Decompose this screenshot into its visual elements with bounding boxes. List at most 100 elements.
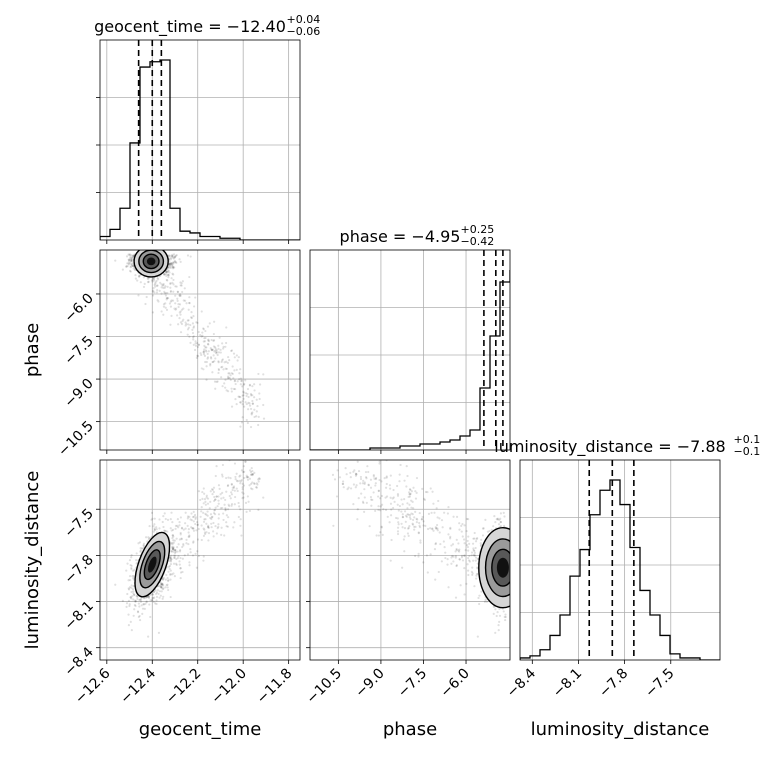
scatter-point	[204, 518, 207, 521]
scatter-point	[396, 532, 400, 536]
scatter-point	[193, 348, 197, 352]
scatter-point	[335, 495, 339, 498]
scatter-point	[169, 257, 173, 260]
scatter-point	[236, 380, 239, 383]
scatter-point	[359, 482, 362, 485]
scatter-point	[504, 615, 507, 619]
scatter-point	[170, 554, 173, 557]
scatter-point	[251, 402, 254, 405]
scatter-point	[217, 499, 220, 502]
scatter-point	[377, 505, 380, 508]
scatter-point	[196, 321, 199, 325]
tick-label-y-luminosity_distance: −8.4	[61, 644, 96, 679]
scatter-point	[217, 484, 221, 487]
scatter-point	[168, 255, 171, 258]
scatter-point	[242, 470, 245, 474]
scatter-point	[205, 365, 208, 368]
scatter-point	[230, 482, 233, 486]
scatter-point	[178, 294, 181, 298]
scatter-point	[368, 525, 371, 528]
scatter-point	[162, 525, 165, 529]
scatter-point	[216, 380, 219, 383]
scatter-point	[172, 535, 175, 538]
scatter-point	[128, 604, 131, 608]
scatter-point	[151, 290, 155, 293]
xlabel-geocent_time: geocent_time	[139, 719, 262, 740]
scatter-point	[213, 508, 217, 512]
scatter-point	[194, 522, 197, 526]
scatter-point	[259, 456, 261, 458]
scatter-point	[255, 486, 258, 489]
scatter-point	[132, 574, 135, 578]
scatter-point	[363, 488, 366, 491]
scatter-point	[204, 500, 207, 503]
scatter-point	[131, 588, 135, 591]
scatter-point	[403, 498, 406, 501]
scatter-point	[184, 527, 187, 530]
scatter-point	[457, 549, 460, 552]
scatter-point	[426, 527, 430, 531]
scatter-point	[237, 515, 240, 519]
scatter-point	[197, 527, 200, 531]
scatter-point	[195, 529, 198, 532]
scatter-point	[200, 506, 203, 509]
scatter-point	[164, 302, 167, 305]
scatter-point	[204, 349, 207, 352]
scatter-point	[147, 538, 150, 541]
scatter-point	[504, 618, 507, 622]
scatter-point	[169, 556, 172, 560]
scatter-point	[188, 534, 191, 537]
scatter-point	[378, 460, 381, 463]
scatter-point	[190, 316, 194, 320]
scatter-point	[391, 506, 395, 510]
scatter-point	[242, 390, 245, 393]
scatter-point	[180, 284, 183, 287]
scatter-point	[165, 278, 168, 282]
contour-1	[139, 540, 166, 589]
scatter-point	[392, 488, 395, 492]
scatter-point	[188, 561, 191, 564]
scatter-point	[186, 328, 190, 331]
scatter-point	[386, 515, 389, 518]
scatter-point	[390, 508, 393, 511]
scatter-point	[498, 620, 501, 623]
scatter-point	[139, 598, 142, 601]
title-minus-phase: −0.42	[461, 235, 495, 248]
scatter-point	[235, 479, 238, 482]
scatter-point	[492, 525, 495, 528]
scatter-point	[233, 380, 236, 383]
scatter-point	[172, 262, 175, 265]
scatter-point	[446, 558, 449, 561]
contour-0	[478, 527, 510, 609]
scatter-point	[363, 510, 366, 513]
scatter-point	[183, 287, 186, 290]
scatter-point	[133, 268, 136, 271]
scatter-point	[165, 270, 168, 273]
scatter-point	[471, 566, 474, 569]
scatter-point	[196, 345, 200, 349]
scatter-point	[129, 255, 132, 258]
scatter-point	[142, 544, 145, 548]
scatter-point	[253, 408, 256, 411]
scatter-point	[170, 277, 173, 280]
scatter-point	[349, 476, 352, 479]
scatter-point	[175, 537, 178, 540]
scatter-point	[408, 503, 411, 506]
scatter-point	[129, 266, 132, 269]
scatter-point	[247, 408, 250, 411]
scatter-point	[213, 346, 217, 349]
scatter-point	[142, 542, 146, 545]
scatter-point	[473, 531, 476, 535]
scatter-point	[463, 554, 466, 557]
scatter-point	[175, 254, 178, 257]
scatter-point	[131, 595, 134, 598]
scatter-point	[401, 503, 404, 506]
scatter-point	[401, 566, 404, 569]
scatter-point	[173, 266, 176, 269]
scatter-point	[367, 470, 370, 474]
density-level-3	[147, 556, 157, 573]
scatter-point	[200, 367, 203, 370]
scatter-point	[217, 513, 221, 516]
scatter-point	[175, 307, 178, 310]
scatter-point	[244, 392, 248, 395]
